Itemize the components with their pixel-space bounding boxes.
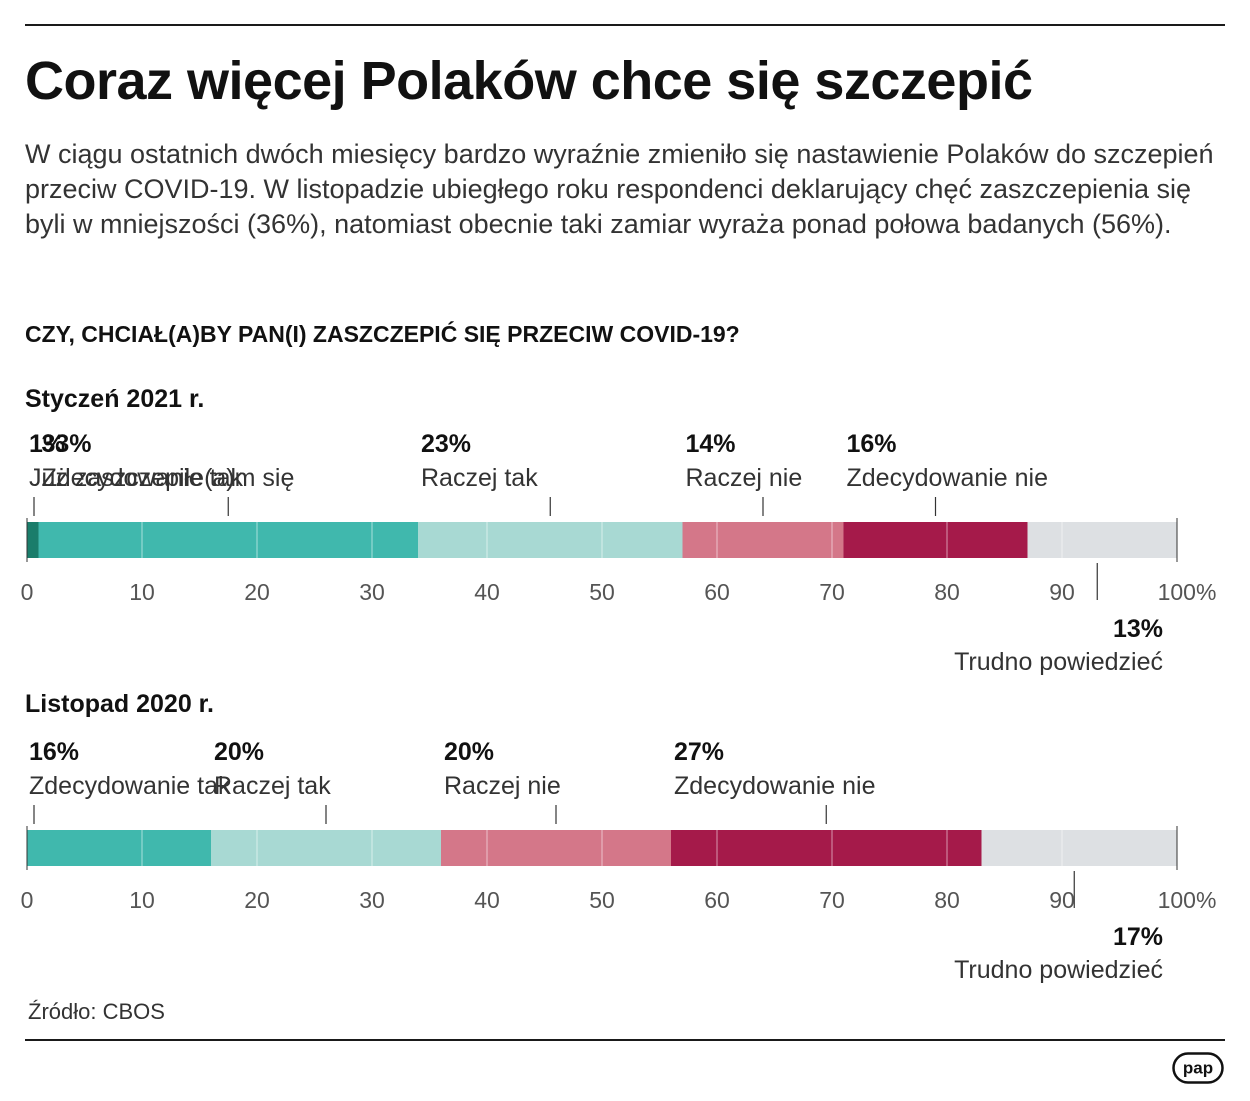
pap-logo-icon: pap	[1172, 1052, 1224, 1084]
bottom-rule	[25, 1039, 1225, 1041]
x-tick-label: 70	[819, 887, 845, 913]
x-tick-label: 50	[589, 579, 615, 605]
bar-segment-raczej-nie	[441, 830, 671, 866]
x-tick-label: 40	[474, 579, 500, 605]
bar-segment-raczej-tak	[418, 522, 683, 558]
value-label-raczej-tak: 20%	[214, 738, 264, 766]
x-tick-label: 20	[244, 887, 270, 913]
category-label-raczej-nie: Raczej nie	[444, 772, 561, 800]
category-label-zdecydowanie-tak: Zdecydowanie tak	[42, 464, 244, 492]
x-tick-label: 0	[21, 887, 34, 913]
value-label-zdecydowanie-tak: 16%	[29, 738, 79, 766]
value-label-raczej-nie: 14%	[686, 430, 736, 458]
x-tick-label: 70	[819, 579, 845, 605]
value-label-raczej-tak: 23%	[421, 430, 471, 458]
subtitle: W ciągu ostatnich dwóch miesięcy bardzo …	[25, 139, 1214, 239]
x-tick-label: 40	[474, 887, 500, 913]
bar-segment-raczej-tak	[211, 830, 441, 866]
x-tick-label: 10	[129, 887, 155, 913]
bar-segment-trudno-powiedziec	[981, 830, 1177, 866]
category-label-trudno-powiedziec: Trudno powiedzieć	[954, 956, 1163, 984]
x-tick-label: 0	[21, 579, 34, 605]
x-tick-label: 80	[934, 887, 960, 913]
survey-question: CZY, CHCIAŁ(A)BY PAN(I) ZASZCZEPIĆ SIĘ P…	[25, 321, 740, 347]
x-tick-label: 90	[1049, 579, 1075, 605]
value-label-zdecydowanie-nie: 16%	[847, 430, 897, 458]
category-label-trudno-powiedziec: Trudno powiedzieć	[954, 648, 1163, 676]
chart-january-2021: 0 10 20 30 40 50 60 70 80 90 100% 1% Już zaszczepiłe…	[21, 430, 1217, 676]
chart-title-november-2020: Listopad 2020 r.	[25, 690, 214, 718]
bar-segment-raczej-nie	[682, 522, 844, 558]
x-tick-label: 60	[704, 887, 730, 913]
category-label-juz-zaszczepile-a-m-sie: Już zaszczepiłe(a)m się	[29, 464, 294, 492]
x-tick-label: 30	[359, 887, 385, 913]
bar-segment-zdecydowanie-tak	[38, 522, 418, 558]
x-tick-label: 10	[129, 579, 155, 605]
x-tick-label: 50	[589, 887, 615, 913]
value-label-juz-zaszczepile-a-m-sie: 1%	[29, 430, 65, 458]
chart-title-january-2021: Styczeń 2021 r.	[25, 385, 205, 413]
source-note: Źródło: CBOS	[28, 999, 165, 1024]
x-tick-label: 100%	[1158, 887, 1217, 913]
x-tick-label: 60	[704, 579, 730, 605]
category-label-raczej-tak: Raczej tak	[421, 464, 538, 492]
top-rule	[25, 24, 1225, 26]
bar-segment-trudno-powiedziec	[1027, 522, 1177, 558]
bar-segment-zdecydowanie-nie	[671, 830, 982, 866]
category-label-zdecydowanie-nie: Zdecydowanie nie	[847, 464, 1049, 492]
value-label-zdecydowanie-tak: 33%	[42, 430, 92, 458]
x-tick-label: 100%	[1158, 579, 1217, 605]
value-label-zdecydowanie-nie: 27%	[674, 738, 724, 766]
value-label-raczej-nie: 20%	[444, 738, 494, 766]
x-tick-label: 80	[934, 579, 960, 605]
bar-segment-zdecydowanie-nie	[843, 522, 1028, 558]
value-label-trudno-powiedziec: 13%	[1113, 615, 1163, 643]
svg-text:pap: pap	[1183, 1059, 1213, 1078]
x-tick-label: 20	[244, 579, 270, 605]
category-label-raczej-tak: Raczej tak	[214, 772, 331, 800]
bar-segment-juz-zaszczepile-a-m-sie	[27, 522, 39, 558]
chart-november-2020: 0 10 20 30 40 50 60 70 80 90 100% 16% Zdecydowanie t…	[21, 738, 1217, 984]
category-label-zdecydowanie-nie: Zdecydowanie nie	[674, 772, 876, 800]
category-label-zdecydowanie-tak: Zdecydowanie tak	[29, 772, 231, 800]
x-tick-label: 90	[1049, 887, 1075, 913]
category-label-raczej-nie: Raczej nie	[686, 464, 803, 492]
bar-segment-zdecydowanie-tak	[27, 830, 211, 866]
x-tick-label: 30	[359, 579, 385, 605]
value-label-trudno-powiedziec: 17%	[1113, 923, 1163, 951]
page-title: Coraz więcej Polaków chce się szczepić	[25, 51, 1033, 111]
